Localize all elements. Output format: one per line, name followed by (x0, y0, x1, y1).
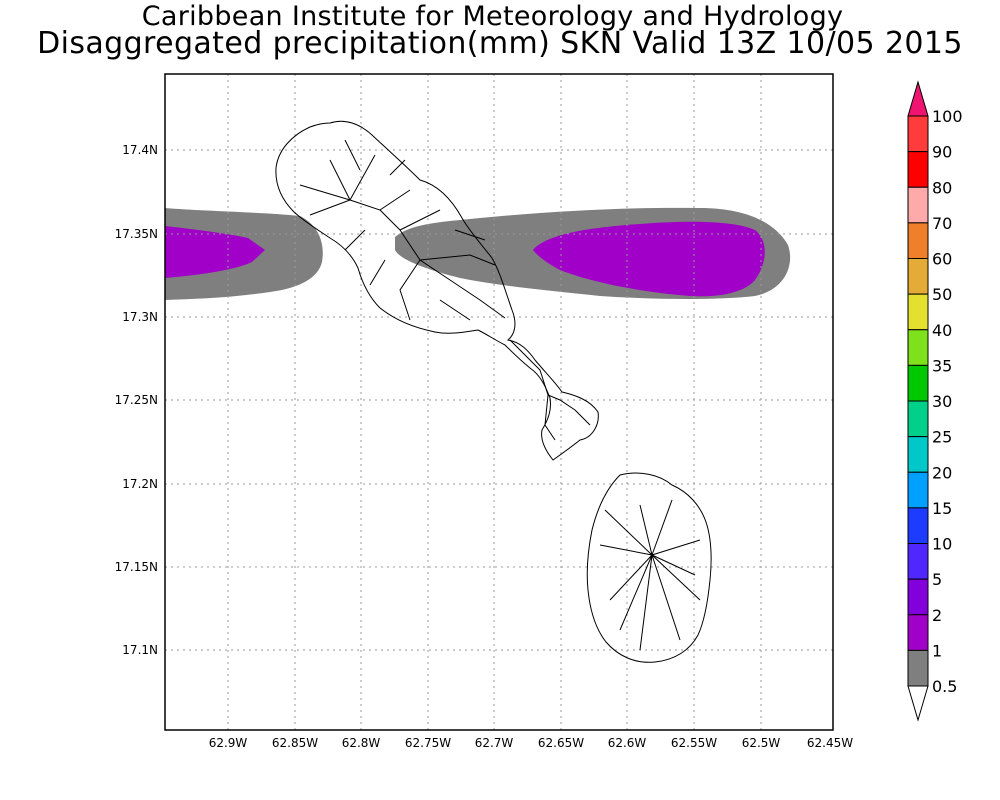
colorbar-label: 1 (932, 641, 942, 660)
colorbar-swatch (907, 186, 929, 224)
lat-tick-label: 17.1N (122, 643, 158, 657)
lon-tick-label: 62.45W (807, 736, 853, 750)
colorbar-label: 15 (932, 499, 952, 518)
colorbar-label: 80 (932, 178, 952, 197)
colorbar-swatch (907, 578, 929, 616)
colorbar-label: 100 (932, 107, 963, 126)
lat-tick-label: 17.25N (115, 393, 158, 407)
colorbar-label: 5 (932, 570, 942, 589)
colorbar: 100 90 80 70 60 50 40 35 30 25 20 15 10 5 2 1 0.5 (907, 80, 963, 722)
colorbar-swatch (907, 507, 929, 544)
colorbar-swatch (907, 543, 929, 580)
lat-tick-label: 17.2N (122, 477, 158, 491)
colorbar-swatch (907, 115, 929, 153)
colorbar-arrow-top (907, 80, 929, 117)
colorbar-label: 0.5 (932, 677, 957, 696)
lon-tick-label: 62.9W (209, 736, 248, 750)
colorbar-label: 90 (932, 143, 952, 162)
colorbar-swatch (907, 258, 929, 295)
colorbar-label: 40 (932, 321, 952, 340)
lat-tick-label: 17.3N (122, 310, 158, 324)
map-frame (164, 73, 834, 731)
lon-tick-label: 62.8W (342, 736, 381, 750)
lon-tick-label: 62.7W (475, 736, 514, 750)
colorbar-label: 10 (932, 535, 952, 554)
colorbar-label: 50 (932, 285, 952, 304)
colorbar-swatch (907, 364, 929, 402)
map-title: Caribbean Institute for Meteorology and … (141, 1, 844, 32)
lon-axis: 62.9W 62.85W 62.8W 62.75W 62.7W 62.65W 6… (209, 736, 854, 750)
colorbar-swatch (907, 400, 929, 438)
precip-band-purple-east (533, 221, 765, 297)
map-panel (164, 73, 834, 731)
lon-tick-label: 62.6W (608, 736, 647, 750)
lon-tick-label: 62.55W (671, 736, 717, 750)
colorbar-swatch (907, 471, 929, 509)
colorbar-swatch (907, 151, 929, 188)
colorbar-arrow-bottom (907, 685, 929, 722)
lon-tick-label: 62.85W (272, 736, 318, 750)
colorbar-label: 25 (932, 428, 952, 447)
colorbar-label: 30 (932, 392, 952, 411)
map-background (165, 74, 833, 730)
map-subtitle: Disaggregated precipitation(mm) SKN Vali… (37, 26, 963, 61)
lat-axis: 17.4N 17.35N 17.3N 17.25N 17.2N 17.15N 1… (115, 143, 158, 657)
precip-band-purple-west (165, 226, 265, 278)
colorbar-swatch (907, 614, 929, 651)
colorbar-label: 2 (932, 606, 942, 625)
lon-tick-label: 62.65W (538, 736, 584, 750)
colorbar-label: 60 (932, 250, 952, 269)
colorbar-swatch (907, 329, 929, 366)
lon-tick-label: 62.75W (405, 736, 451, 750)
colorbar-swatch (907, 222, 929, 259)
colorbar-label: 35 (932, 356, 952, 375)
lat-tick-label: 17.15N (115, 560, 158, 574)
colorbar-label: 20 (932, 463, 952, 482)
lon-tick-label: 62.5W (742, 736, 781, 750)
colorbar-swatch (907, 649, 929, 687)
colorbar-swatch (907, 436, 929, 473)
island-st-kitts (275, 120, 599, 461)
lat-tick-label: 17.35N (115, 227, 158, 241)
lat-tick-label: 17.4N (122, 143, 158, 157)
colorbar-label: 70 (932, 214, 952, 233)
island-nevis (586, 472, 712, 663)
colorbar-swatch (907, 293, 929, 331)
